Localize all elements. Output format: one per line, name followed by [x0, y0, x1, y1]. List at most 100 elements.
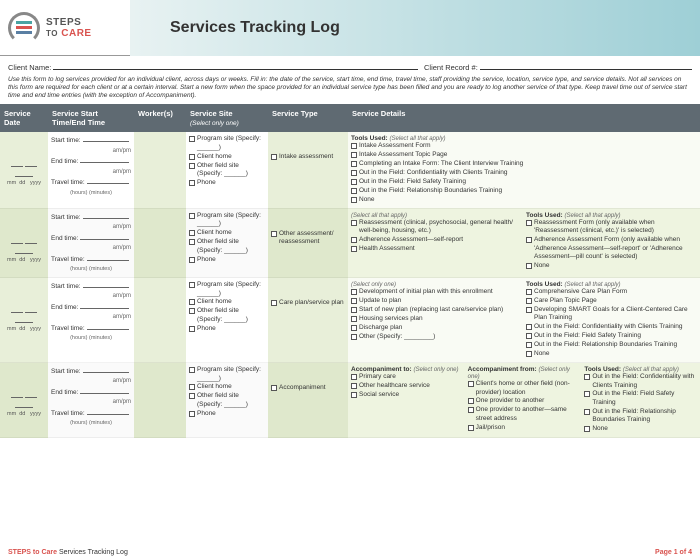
detail-option[interactable]: Discharge plan [351, 324, 522, 332]
client-line: Client Name: Client Record #: [0, 56, 700, 74]
detail-option[interactable]: Update to plan [351, 297, 522, 305]
detail-option[interactable]: Intake Assessment Form [351, 142, 697, 150]
site-option[interactable]: Other field site (Specify: ______) [189, 162, 265, 179]
detail-option[interactable]: Reassessment Form (only available when '… [526, 219, 697, 236]
detail-option[interactable]: Intake Assessment Topic Page [351, 151, 697, 159]
site-option[interactable]: Client home [189, 153, 265, 161]
site-option[interactable]: Program site (Specify: ______) [189, 135, 265, 152]
col-time: Service Start Time/End Time [48, 104, 134, 132]
detail-option[interactable]: Adherence Assessment—self-report [351, 236, 522, 244]
client-name-field[interactable] [53, 62, 418, 70]
footer-brand: STEPS to Care [8, 549, 57, 556]
col-site-label: Service Site [190, 109, 233, 118]
date-cell[interactable]: mm dd yyyy [0, 132, 48, 208]
site-option[interactable]: Client home [189, 229, 265, 237]
worker-cell[interactable] [134, 208, 186, 277]
detail-option[interactable]: One provider to another—same street addr… [468, 406, 581, 423]
details-cell: (Select all that apply)Reassessment (cli… [348, 208, 700, 277]
col-details: Service Details [348, 104, 700, 132]
logo-text: STEPS TO CARE [46, 17, 92, 39]
detail-option[interactable]: Jail/prison [468, 424, 581, 432]
page: STEPS TO CARE Services Tracking Log Clie… [0, 0, 700, 560]
detail-option[interactable]: Other healthcare service [351, 382, 464, 390]
detail-option[interactable]: Development of initial plan with this en… [351, 288, 522, 296]
detail-option[interactable]: None [526, 350, 697, 358]
time-cell[interactable]: Start time: am/pm End time: am/pm Travel… [48, 208, 134, 277]
detail-option[interactable]: Out in the Field: Confidentiality with C… [351, 169, 697, 177]
worker-cell[interactable] [134, 278, 186, 363]
client-record-field[interactable] [480, 62, 692, 70]
detail-option[interactable]: Out in the Field: Relationship Boundarie… [526, 341, 697, 349]
type-cell: Accompaniment [268, 363, 348, 438]
worker-cell[interactable] [134, 132, 186, 208]
date-cell[interactable]: mm dd yyyy [0, 363, 48, 438]
worker-cell[interactable] [134, 363, 186, 438]
site-option[interactable]: Phone [189, 410, 265, 418]
type-cell: Other assessment/ reassessment [268, 208, 348, 277]
detail-option[interactable]: Reassessment (clinical, psychosocial, ge… [351, 219, 522, 236]
service-row: mm dd yyyy Start time: am/pm End time: a… [0, 208, 700, 277]
site-option[interactable]: Client home [189, 383, 265, 391]
detail-option[interactable]: Out in the Field: Field Safety Training [584, 390, 697, 407]
detail-option[interactable]: Out in the Field: Relationship Boundarie… [584, 408, 697, 425]
detail-option[interactable]: Social service [351, 391, 464, 399]
date-cell[interactable]: mm dd yyyy [0, 278, 48, 363]
date-cell[interactable]: mm dd yyyy [0, 208, 48, 277]
detail-option[interactable]: Completing an Intake Form: The Client In… [351, 160, 697, 168]
site-option[interactable]: Other field site (Specify: ______) [189, 238, 265, 255]
detail-option[interactable]: Out in the Field: Confidentiality with C… [526, 323, 697, 331]
header: STEPS TO CARE Services Tracking Log [0, 0, 700, 56]
site-option[interactable]: Other field site (Specify: ______) [189, 307, 265, 324]
detail-option[interactable]: Adherence Assessment Form (only availabl… [526, 236, 697, 261]
col-type: Service Type [268, 104, 348, 132]
detail-option[interactable]: Developing SMART Goals for a Client-Cent… [526, 306, 697, 323]
detail-option[interactable]: None [351, 196, 697, 204]
site-option[interactable]: Client home [189, 298, 265, 306]
site-option[interactable]: Program site (Specify: ______) [189, 366, 265, 383]
service-row: mm dd yyyy Start time: am/pm End time: a… [0, 363, 700, 438]
detail-option[interactable]: Client's home or other field (non-provid… [468, 380, 581, 397]
details-cell: (Select only one)Development of initial … [348, 278, 700, 363]
site-option[interactable]: Phone [189, 325, 265, 333]
detail-option[interactable]: Comprehensive Care Plan Form [526, 288, 697, 296]
detail-option[interactable]: Care Plan Topic Page [526, 297, 697, 305]
site-option[interactable]: Phone [189, 256, 265, 264]
site-cell: Program site (Specify: ______)Client hom… [186, 132, 268, 208]
detail-option[interactable]: Housing services plan [351, 315, 522, 323]
detail-option[interactable]: Other (Specify: ________) [351, 333, 522, 341]
site-option[interactable]: Other field site (Specify: ______) [189, 392, 265, 409]
site-option[interactable]: Program site (Specify: ______) [189, 212, 265, 229]
time-cell[interactable]: Start time: am/pm End time: am/pm Travel… [48, 363, 134, 438]
col-worker: Worker(s) [134, 104, 186, 132]
col-site-sub: (Select only one) [190, 120, 239, 127]
detail-option[interactable]: Start of new plan (replacing last care/s… [351, 306, 522, 314]
detail-option[interactable]: None [526, 262, 697, 270]
detail-option[interactable]: One provider to another [468, 397, 581, 405]
service-type-option[interactable]: Other assessment/ reassessment [271, 230, 345, 247]
detail-option[interactable]: Out in the Field: Field Safety Training [351, 178, 697, 186]
logo-bar-2 [16, 26, 32, 29]
detail-option[interactable]: Out in the Field: Field Safety Training [526, 332, 697, 340]
site-option[interactable]: Program site (Specify: ______) [189, 281, 265, 298]
detail-option[interactable]: Health Assessment [351, 245, 522, 253]
instructions: Use this form to log services provided f… [0, 74, 700, 104]
detail-option[interactable]: Primary care [351, 373, 464, 381]
site-option[interactable]: Phone [189, 179, 265, 187]
service-type-option[interactable]: Care plan/service plan [271, 299, 345, 307]
detail-option[interactable]: Out in the Field: Confidentiality with C… [584, 373, 697, 390]
logo-word-to: TO [46, 29, 58, 38]
logo-bar-3 [16, 31, 32, 34]
service-type-option[interactable]: Intake assessment [271, 153, 345, 161]
time-cell[interactable]: Start time: am/pm End time: am/pm Travel… [48, 132, 134, 208]
detail-option[interactable]: Out in the Field: Relationship Boundarie… [351, 187, 697, 195]
footer-doc: Services Tracking Log [59, 549, 128, 556]
services-table: Service Date Service Start Time/End Time… [0, 104, 700, 438]
logo-bars [16, 21, 32, 36]
footer-left: STEPS to Care Services Tracking Log [8, 549, 128, 556]
time-cell[interactable]: Start time: am/pm End time: am/pm Travel… [48, 278, 134, 363]
logo-bar-1 [16, 21, 32, 24]
detail-option[interactable]: None [584, 425, 697, 433]
footer: STEPS to Care Services Tracking Log Page… [0, 549, 700, 556]
details-cell: Tools Used: (Select all that apply)Intak… [348, 132, 700, 208]
service-type-option[interactable]: Accompaniment [271, 384, 345, 392]
